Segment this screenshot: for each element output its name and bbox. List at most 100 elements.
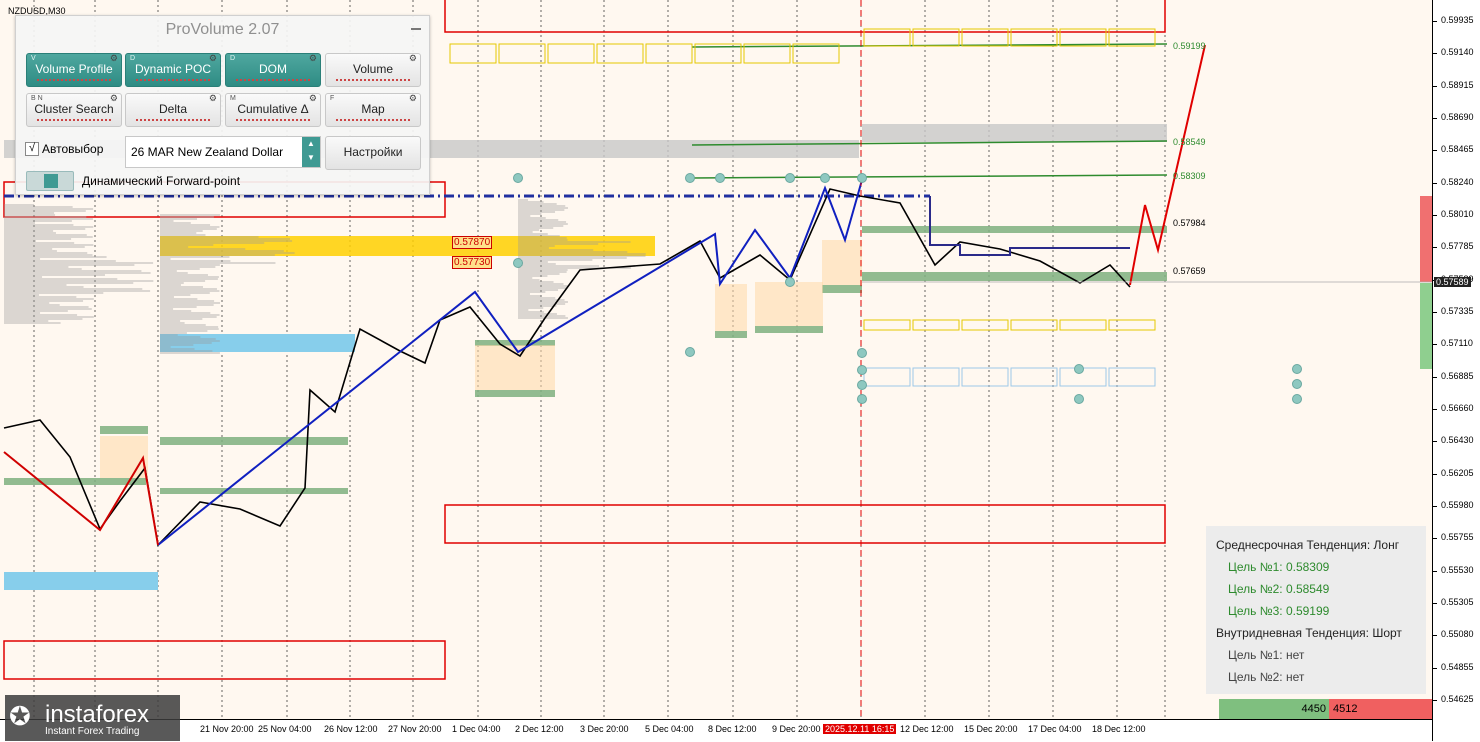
level-box bbox=[1059, 28, 1107, 47]
time-tick: 26 Nov 12:00 bbox=[324, 724, 378, 734]
price-tick: 0.59935 bbox=[1433, 15, 1474, 25]
price-tick: 0.55530 bbox=[1433, 564, 1474, 575]
button-label: Cluster Search bbox=[34, 102, 114, 116]
gear-icon[interactable]: ⚙ bbox=[408, 53, 417, 63]
symbol-label: NZDUSD,M30 bbox=[8, 6, 66, 16]
time-tick: 3 Dec 20:00 bbox=[580, 724, 629, 734]
dom-buy-volume: 4450 bbox=[1219, 699, 1329, 719]
marker-circle bbox=[1074, 394, 1084, 404]
time-tick: 1 Dec 04:00 bbox=[452, 724, 501, 734]
chart-area[interactable]: NZDUSD,M30 0.59199 0.58549 0.58309 0.579… bbox=[0, 0, 1432, 719]
level-box bbox=[547, 43, 595, 64]
volume-zone bbox=[715, 331, 747, 338]
price-tick: 0.59140 bbox=[1433, 47, 1474, 58]
marker-circle bbox=[820, 173, 830, 183]
hotkey-label: B N bbox=[31, 95, 43, 102]
volume-zone bbox=[475, 390, 555, 397]
long-target-1: Цель №1: 0.58309 bbox=[1228, 560, 1330, 574]
marker-circle bbox=[857, 394, 867, 404]
gear-icon[interactable]: ⚙ bbox=[308, 93, 317, 103]
time-tick: 2 Dec 12:00 bbox=[515, 724, 564, 734]
logo-tagline: Instant Forex Trading bbox=[45, 726, 140, 737]
hotkey-label: D bbox=[230, 55, 236, 62]
panel-button-map[interactable]: F ⚙ Map bbox=[325, 93, 421, 127]
level-box bbox=[694, 43, 742, 64]
gear-icon[interactable]: ⚙ bbox=[208, 53, 217, 63]
price-tick: 0.58240 bbox=[1433, 176, 1474, 187]
time-tick: 12 Dec 12:00 bbox=[900, 724, 954, 734]
price-tick: 0.56660 bbox=[1433, 403, 1474, 413]
panel-button-cluster-search[interactable]: B N ⚙ Cluster Search bbox=[26, 93, 122, 127]
forward-point-toggle[interactable] bbox=[26, 171, 74, 191]
gear-icon[interactable]: ⚙ bbox=[109, 53, 118, 63]
time-tick: 9 Dec 20:00 bbox=[772, 724, 821, 734]
gear-icon[interactable]: ⚙ bbox=[308, 53, 317, 63]
value-area bbox=[755, 282, 823, 326]
time-tick: 2025.12.11 16:15 bbox=[823, 724, 897, 734]
volume-zone bbox=[160, 437, 348, 445]
zigzag-line bbox=[3, 451, 159, 546]
dom-balance-bar: 4450 4512 bbox=[1219, 699, 1432, 719]
logo-name: instaforex bbox=[45, 701, 150, 728]
level-box bbox=[912, 367, 960, 387]
hotkey-label: V bbox=[31, 55, 36, 62]
indicator-dots bbox=[136, 79, 210, 83]
level-box bbox=[863, 319, 911, 331]
panel-button-volume-profile[interactable]: V ⚙ Volume Profile bbox=[26, 53, 122, 87]
button-label: Cumulative Δ bbox=[237, 102, 309, 116]
current-price-flag: 0.57589 bbox=[1434, 277, 1471, 287]
gear-icon[interactable]: ⚙ bbox=[109, 93, 118, 103]
volume-zone bbox=[755, 326, 823, 333]
price-tick: 0.56885 bbox=[1433, 370, 1474, 381]
marker-circle bbox=[1292, 379, 1302, 389]
panel-button-delta[interactable]: ⚙ Delta bbox=[125, 93, 221, 127]
auto-select-checkbox[interactable]: √ bbox=[25, 142, 39, 156]
settings-button[interactable]: Настройки bbox=[325, 136, 421, 170]
instrument-select[interactable]: 26 MAR New Zealand Dollar ▲ ▼ bbox=[125, 136, 321, 168]
toggle-knob bbox=[44, 174, 58, 188]
short-target-1: Цель №1: нет bbox=[1228, 648, 1305, 662]
time-tick: 27 Nov 20:00 bbox=[388, 724, 442, 734]
forward-point-label: Динамический Forward-point bbox=[82, 174, 241, 188]
dom-bid-bars bbox=[1420, 283, 1432, 369]
level-box bbox=[912, 28, 960, 47]
panel-button-cumulative-[interactable]: M ⚙ Cumulative Δ bbox=[225, 93, 321, 127]
price-axis[interactable]: 0.59935 0.59140 0.58915 0.58690 0.58465 0.582… bbox=[1432, 0, 1480, 741]
gear-icon[interactable]: ⚙ bbox=[208, 93, 217, 103]
level-box bbox=[596, 43, 644, 64]
logo-icon: ✪ bbox=[9, 701, 31, 731]
volume-zone bbox=[475, 340, 555, 346]
panel-button-dom[interactable]: D ⚙ DOM bbox=[225, 53, 321, 87]
value-area bbox=[715, 284, 747, 331]
time-axis[interactable]: 21 Nov 20:00 25 Nov 04:00 26 Nov 12:00 27 N… bbox=[0, 719, 1432, 742]
time-tick: 21 Nov 20:00 bbox=[200, 724, 254, 734]
level-box bbox=[1010, 28, 1058, 47]
level-box bbox=[1010, 367, 1058, 387]
support-label: 0.57659 bbox=[1173, 266, 1206, 276]
price-tick: 0.54855 bbox=[1433, 661, 1474, 672]
level-box bbox=[961, 28, 1009, 47]
button-label: Volume Profile bbox=[35, 62, 113, 76]
level-box bbox=[961, 319, 1009, 331]
price-tick: 0.55305 bbox=[1433, 597, 1474, 607]
level-box bbox=[961, 367, 1009, 387]
level-box bbox=[449, 43, 497, 64]
volume-zone bbox=[160, 488, 348, 494]
price-line bbox=[3, 188, 1131, 547]
volume-zone bbox=[100, 426, 148, 434]
panel-title: ProVolume 2.07 bbox=[165, 21, 280, 38]
button-label: Map bbox=[361, 102, 385, 116]
spinner-icon[interactable]: ▲ ▼ bbox=[302, 137, 320, 167]
volume-band bbox=[862, 124, 1167, 142]
time-tick: 17 Dec 04:00 bbox=[1028, 724, 1082, 734]
minimize-icon[interactable] bbox=[411, 28, 421, 30]
panel-button-volume[interactable]: ⚙ Volume bbox=[325, 53, 421, 87]
price-tick: 0.55755 bbox=[1433, 532, 1474, 543]
target-3-label: 0.59199 bbox=[1173, 41, 1206, 51]
gear-icon[interactable]: ⚙ bbox=[408, 93, 417, 103]
level-box bbox=[1010, 319, 1058, 331]
projection-line bbox=[1129, 44, 1206, 286]
marker-circle bbox=[685, 173, 695, 183]
panel-button-dynamic-poc[interactable]: D ⚙ Dynamic POC bbox=[125, 53, 221, 87]
level-box bbox=[1108, 319, 1156, 331]
